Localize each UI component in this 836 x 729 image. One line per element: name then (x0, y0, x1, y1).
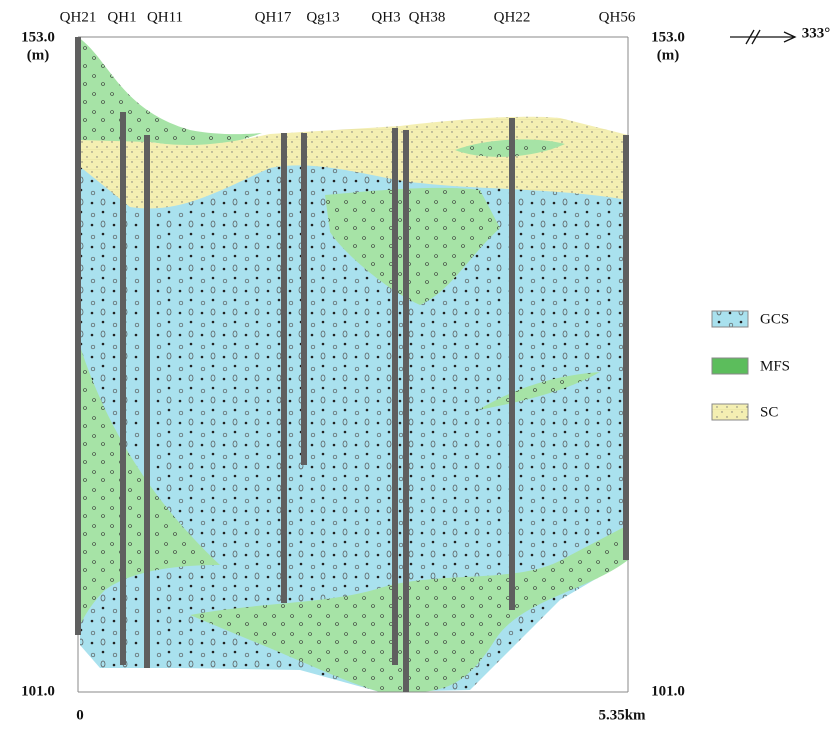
mfs-top (78, 37, 262, 146)
elevation-label: 101.0 (21, 683, 55, 699)
orientation-arrow (730, 30, 795, 44)
orientation-label: 333° (802, 25, 831, 41)
legend-swatch (712, 358, 748, 374)
borehole-label: QH17 (255, 9, 292, 25)
distance-label: 0 (76, 707, 84, 723)
borehole-label: QH11 (147, 9, 183, 25)
cross-section: QH21 QH1 QH11 QH17 Qg13 QH3 QH38 QH22 QH… (0, 0, 836, 729)
elevation-label: 153.0 (21, 29, 55, 45)
legend-swatch (712, 404, 748, 420)
legend-label: GCS (760, 311, 789, 327)
legend: GCS MFS SC (712, 311, 790, 420)
distance-label: 5.35km (598, 707, 646, 723)
borehole-labels: QH21 QH1 QH11 QH17 Qg13 QH3 QH38 QH22 QH… (60, 9, 636, 25)
borehole-label: QH1 (107, 9, 136, 25)
elevation-label: 153.0 (651, 29, 685, 45)
unit-label: (m) (27, 47, 50, 63)
borehole-label: QH21 (60, 9, 97, 25)
elevation-label: 101.0 (651, 683, 685, 699)
borehole-label: QH22 (494, 9, 531, 25)
strata (78, 37, 628, 692)
borehole-label: QH3 (371, 9, 400, 25)
borehole-label: QH56 (599, 9, 636, 25)
legend-label: SC (760, 404, 778, 420)
legend-swatch (712, 311, 748, 327)
borehole-label: QH38 (409, 9, 446, 25)
legend-label: MFS (760, 358, 790, 374)
borehole-label: Qg13 (306, 9, 339, 25)
unit-label: (m) (657, 47, 680, 63)
